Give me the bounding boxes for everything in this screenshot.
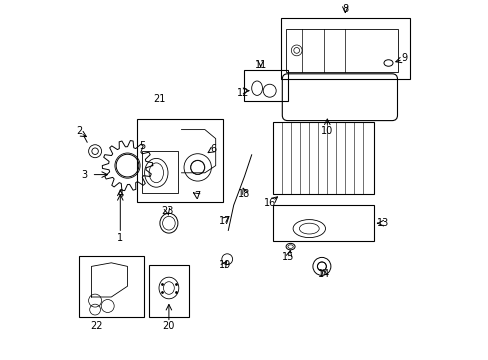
Bar	[142, 151, 178, 193]
Text: 19: 19	[218, 260, 230, 270]
Bar	[273, 205, 373, 241]
Text: 18: 18	[238, 189, 250, 199]
Text: 5: 5	[139, 141, 145, 151]
Text: 15: 15	[281, 252, 293, 262]
Text: 9: 9	[401, 53, 407, 63]
Bar	[244, 70, 287, 101]
Bar	[136, 119, 223, 202]
Text: 20: 20	[163, 321, 175, 331]
Bar	[149, 265, 188, 317]
Text: 17: 17	[218, 216, 230, 226]
Text: 10: 10	[321, 126, 333, 136]
Text: 22: 22	[90, 321, 103, 331]
Bar	[79, 256, 143, 317]
Text: 21: 21	[153, 94, 166, 104]
Text: 4: 4	[117, 189, 123, 199]
Text: 13: 13	[376, 218, 388, 228]
Text: 11: 11	[254, 60, 266, 70]
Bar	[280, 18, 409, 79]
Text: 23: 23	[161, 206, 173, 216]
Bar	[285, 29, 397, 72]
Text: 2: 2	[76, 126, 82, 136]
Text: 16: 16	[263, 198, 275, 208]
Text: 12: 12	[236, 88, 248, 98]
Text: 6: 6	[210, 144, 217, 154]
Text: 8: 8	[342, 4, 347, 14]
Text: 14: 14	[317, 269, 329, 279]
Text: 3: 3	[81, 170, 87, 180]
Text: 7: 7	[194, 191, 201, 201]
Text: 1: 1	[117, 233, 123, 243]
